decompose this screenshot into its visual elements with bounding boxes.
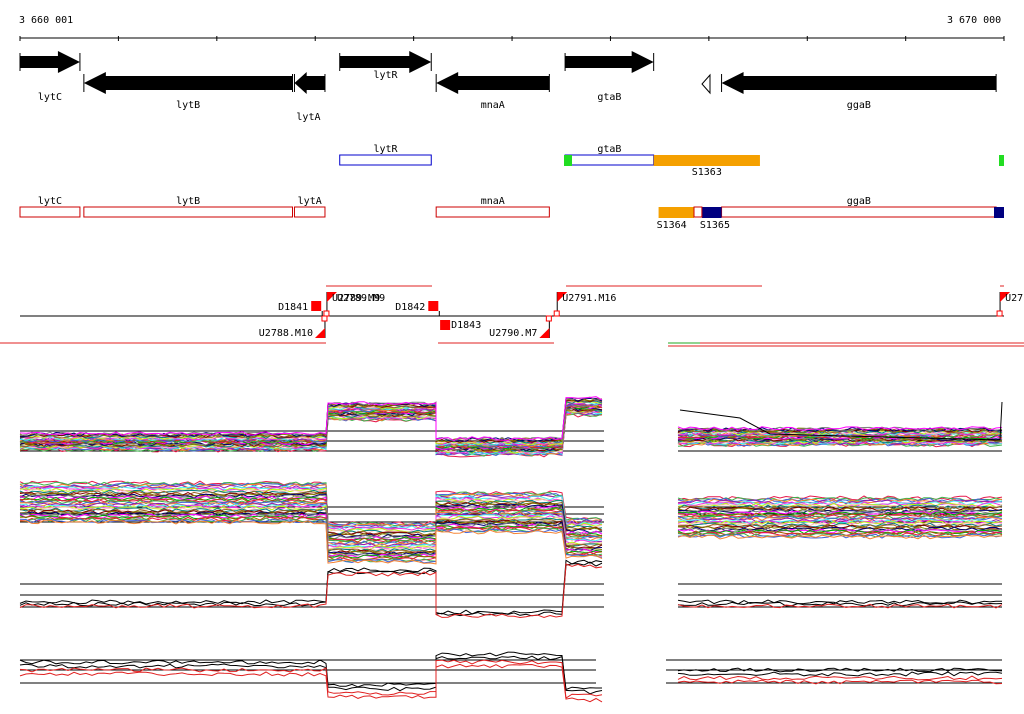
transcript-minus-label-lytB: lytB [176,196,200,207]
transcript-minus-label-ggaB: ggaB [847,196,871,207]
transcript-minus-label-lytA: lytA [298,196,322,207]
upshift-plus-label-U2791.M16: U2791.M16 [562,293,616,304]
expression-line [19,403,1003,448]
expression-line [19,513,1003,559]
expression-tracks [19,396,1003,703]
gene-label-gtaB: gtaB [597,92,621,103]
upshift-minus-U2788.M10 [314,328,325,338]
upshift-overlap-label: U2789.M9 [337,293,385,304]
upshift-minus-U2790.M7 [539,328,550,338]
gene-arrow-ggaB [721,72,997,94]
gene-label-lytR: lytR [373,70,398,81]
gene-label-lytA: lytA [296,112,320,123]
transcript-minus-lytB [83,206,293,218]
segment-label-S1365: S1365 [700,220,730,231]
open-triangle-icon [701,73,711,95]
transcript-minus-mnaA [435,206,550,218]
upshift-minus-label-U2790.M7: U2790.M7 [489,328,537,339]
gene-label-ggaB: ggaB [847,100,871,111]
expression-line [19,514,1003,559]
upshift-plus-label-U27: U27 [1005,293,1023,304]
navy-segment [994,207,1004,218]
transcript-plus-gtaB [564,154,655,166]
expression-line [19,659,1003,699]
green-segment [564,155,572,166]
upshift-base [553,310,560,317]
expression-line [19,519,1003,565]
axis-end-label: 3 670 000 [947,15,1001,26]
downshift-label-D1843: D1843 [451,320,481,331]
transcript-minus-lytC [19,206,81,218]
gene-arrow-lytC [20,51,80,73]
downshift-D1843 [440,320,451,330]
expression-line [19,517,1003,563]
regulatory-marks: U2789.M9 U2791.M16 U27 U2789.M9 U2788.M10 U27… [259,292,1023,339]
segment-S1363 [653,155,760,166]
transcript-plus-label-gtaB: gtaB [597,144,621,155]
expression-line [679,401,1003,441]
transcript-plus-label-lytR: lytR [373,144,398,155]
genome-axis: 3 660 001 3 670 000 [19,15,1005,41]
regulatory-track: U2789.M9 U2791.M16 U27 U2789.M9 U2788.M10 U27… [0,285,1024,347]
upshift-base [545,315,552,322]
transcripts-plus-track: lytR gtaB S1363 [339,144,1004,178]
expression-line [19,663,1003,703]
gene-arrow-lytA [294,72,325,94]
transcripts-minus-track: lytC lytB lytA mnaA ggaB S1364 S1365 [19,196,1004,231]
upshift-minus-label-U2788.M10: U2788.M10 [259,328,313,339]
transcript-plus-lytR [339,154,432,166]
segment-S1365 [701,207,722,218]
transcript-minus-label-lytC: lytC [38,196,62,207]
green-segment [999,155,1004,166]
gene-arrow-lytR [339,51,432,73]
segment-label-S1363: S1363 [692,167,722,178]
expression-line [19,491,1003,537]
upshift-plus-U27 [1000,292,1011,302]
downshift-D1841 [311,301,322,311]
transcript-minus-ggaB [721,206,997,218]
expression-line [19,561,1003,617]
downshift-label-D1841: D1841 [278,302,308,313]
expression-line [19,496,1003,542]
downshift-D1842 [428,301,439,311]
axis-start-label: 3 660 001 [19,15,73,26]
gene-label-lytC: lytC [38,92,62,103]
expression-line [19,563,1003,619]
gene-arrow-mnaA [436,72,550,94]
upshift-base [321,315,328,322]
transcript-gap [693,206,703,218]
expression-line [19,651,1003,691]
transcript-minus-lytA [293,206,326,218]
transcript-minus-label-mnaA: mnaA [481,196,505,207]
upshift-plus-U2791.M16 [557,292,568,302]
expression-line [19,396,1003,442]
gene-arrow-gtaB [565,51,654,73]
upshift-base [996,310,1003,317]
gene-annotation-track: lytC lytB lytA lytR mnaA gtaB ggaB [19,51,997,123]
segment-label-S1364: S1364 [657,220,687,231]
expression-line [19,655,1003,695]
segment-S1364 [658,207,695,218]
gene-label-mnaA: mnaA [481,100,505,111]
axis-ticks [19,36,1005,41]
gene-label-lytB: lytB [176,100,200,111]
gene-arrow-lytB [83,72,293,94]
upshift-base [323,310,330,317]
upshift-plus-U2789.M9 [326,292,337,302]
expression-line [19,512,1003,558]
downshift-label-D1842: D1842 [395,302,425,313]
upshift-plus-label-U2789.M9: U2789.M9 [332,293,380,304]
